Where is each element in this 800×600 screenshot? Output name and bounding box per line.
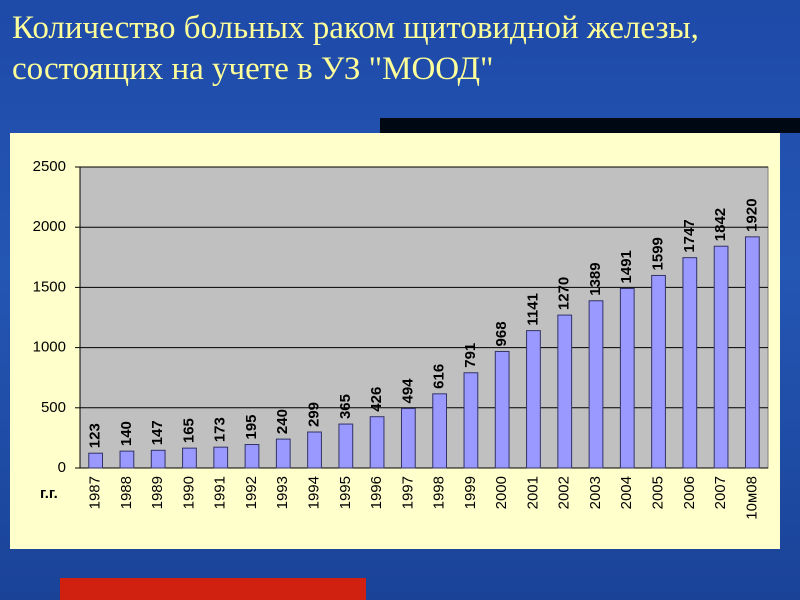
x-tick-label: 2002 bbox=[556, 476, 573, 509]
y-tick-label: 0 bbox=[58, 459, 66, 476]
x-tick-label: 2000 bbox=[493, 476, 510, 509]
x-tick-label: 2006 bbox=[681, 476, 698, 509]
value-label: 616 bbox=[431, 364, 448, 389]
bar bbox=[526, 330, 541, 469]
y-tick-label: 1500 bbox=[33, 278, 66, 295]
bar bbox=[651, 274, 666, 469]
bar bbox=[369, 416, 385, 469]
value-label: 1599 bbox=[650, 237, 667, 270]
x-tick-label: 1996 bbox=[368, 476, 385, 509]
x-tick-label: 2007 bbox=[712, 476, 729, 509]
bar bbox=[150, 449, 166, 469]
value-label: 791 bbox=[462, 343, 479, 368]
x-tick-label: 10м08 bbox=[743, 476, 760, 520]
x-tick-label: 1998 bbox=[431, 476, 448, 509]
bar bbox=[275, 438, 291, 469]
value-label: 123 bbox=[87, 423, 104, 448]
y-tick-label: 500 bbox=[41, 399, 66, 416]
x-tick-label: 1990 bbox=[180, 476, 197, 509]
x-tick-label: 1992 bbox=[243, 476, 260, 509]
x-tick-label: 2003 bbox=[587, 476, 604, 509]
value-label: 140 bbox=[118, 421, 135, 446]
x-axis-label: г.г. bbox=[40, 485, 58, 502]
bar bbox=[244, 444, 260, 469]
value-label: 165 bbox=[180, 418, 197, 443]
bar bbox=[744, 236, 760, 469]
value-label: 365 bbox=[337, 394, 354, 419]
x-tick-label: 1999 bbox=[462, 476, 479, 509]
bar bbox=[182, 447, 197, 469]
value-label: 1920 bbox=[743, 198, 760, 231]
bar bbox=[307, 431, 322, 469]
value-label: 1491 bbox=[618, 250, 635, 283]
bar bbox=[682, 257, 698, 469]
bar bbox=[338, 423, 354, 469]
x-tick-label: 1991 bbox=[212, 476, 229, 509]
value-label: 1842 bbox=[712, 208, 729, 241]
bar bbox=[557, 314, 573, 469]
bar bbox=[432, 393, 448, 469]
chart-title: Количество больных раком щитовидной желе… bbox=[12, 10, 699, 87]
decor-strip bbox=[380, 118, 800, 133]
y-tick-label: 2500 bbox=[33, 158, 66, 175]
decor-bar bbox=[60, 578, 366, 600]
x-tick-label: 1988 bbox=[118, 476, 135, 509]
value-label: 426 bbox=[368, 387, 385, 412]
bar bbox=[400, 408, 416, 469]
value-label: 299 bbox=[306, 402, 323, 427]
bar bbox=[119, 450, 135, 469]
value-label: 1270 bbox=[556, 277, 573, 310]
value-label: 195 bbox=[243, 414, 260, 439]
value-label: 1389 bbox=[587, 262, 604, 295]
bar bbox=[213, 446, 229, 469]
y-tick-label: 1000 bbox=[33, 339, 66, 356]
bar bbox=[463, 372, 479, 469]
value-label: 1141 bbox=[524, 293, 541, 326]
bar bbox=[619, 287, 635, 469]
x-tick-label: 1997 bbox=[399, 476, 416, 509]
bar bbox=[588, 300, 604, 469]
x-tick-label: 1994 bbox=[306, 476, 323, 509]
x-tick-label: 2001 bbox=[524, 476, 541, 509]
value-label: 240 bbox=[274, 409, 291, 434]
bar bbox=[88, 452, 104, 469]
x-tick-label: 1995 bbox=[337, 476, 354, 509]
x-tick-label: 2004 bbox=[618, 476, 635, 509]
bar bbox=[494, 350, 510, 469]
value-label: 173 bbox=[212, 417, 229, 442]
x-tick-label: 1993 bbox=[274, 476, 291, 509]
x-tick-label: 1989 bbox=[149, 476, 166, 509]
x-tick-label: 2005 bbox=[650, 476, 667, 509]
value-label: 147 bbox=[149, 420, 166, 445]
value-label: 1747 bbox=[681, 219, 698, 252]
bar bbox=[713, 245, 729, 469]
x-tick-label: 1987 bbox=[87, 476, 104, 509]
value-label: 494 bbox=[399, 378, 416, 404]
value-label: 968 bbox=[493, 321, 510, 346]
y-tick-label: 2000 bbox=[33, 218, 66, 235]
